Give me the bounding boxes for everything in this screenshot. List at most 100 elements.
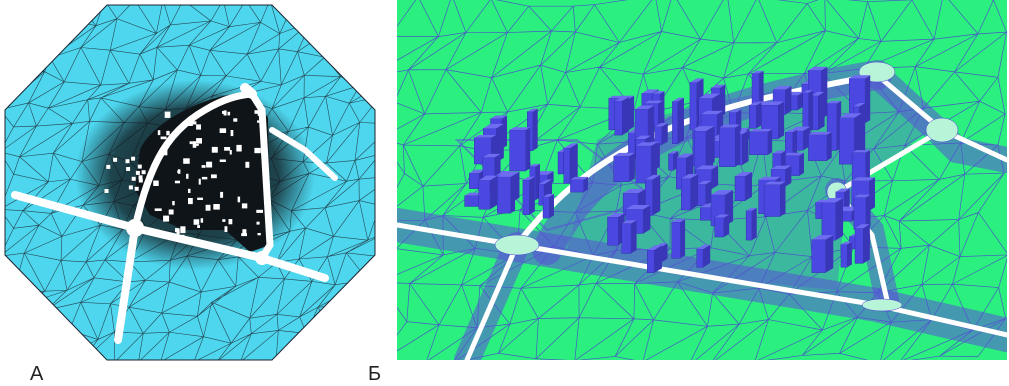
building-footprint [150, 232, 156, 236]
building-footprint [183, 158, 190, 164]
building-footprint [157, 130, 161, 136]
building-footprint [211, 146, 218, 153]
building-footprint [256, 209, 263, 213]
building-footprint [224, 226, 228, 232]
building-footprint [125, 159, 130, 164]
building-footprint [172, 201, 175, 206]
building-block [635, 142, 658, 184]
building-footprint [153, 180, 159, 186]
building-footprint [131, 176, 136, 181]
building-footprint [177, 170, 180, 173]
building-footprint [241, 203, 248, 209]
building-footprint [237, 196, 241, 203]
building-block [563, 143, 578, 184]
building-footprint [205, 204, 211, 211]
panel-b-perspective-view [397, 0, 1007, 360]
building-block [714, 214, 730, 238]
building-footprint [211, 174, 217, 179]
building-block [672, 97, 684, 145]
building-footprint [154, 208, 162, 211]
building-footprint [113, 157, 118, 162]
road-network [11, 83, 338, 344]
building-footprint [180, 226, 186, 234]
building-footprint [160, 136, 167, 140]
building-footprint [256, 221, 260, 225]
building-footprint [168, 209, 174, 215]
building-block [749, 129, 773, 155]
building-block [854, 224, 870, 264]
panel-a-top-view [0, 0, 380, 362]
building-footprint [175, 228, 179, 233]
building-footprint [188, 188, 191, 193]
building-footprint [191, 121, 197, 125]
building-footprint [187, 123, 193, 126]
building-block [647, 245, 663, 273]
building-block [719, 124, 741, 167]
building-footprint [193, 219, 200, 225]
building-footprint [257, 233, 261, 236]
building-footprint [230, 130, 234, 137]
building-block [802, 90, 814, 132]
building-footprint [254, 110, 259, 114]
building-block [734, 171, 752, 202]
building-footprint [163, 148, 168, 156]
building-footprint [257, 120, 264, 123]
building-block [654, 123, 668, 146]
building-footprint [245, 161, 250, 168]
building-block [811, 235, 834, 273]
building-block [808, 131, 832, 161]
building-footprint [193, 143, 199, 146]
building-footprint [182, 234, 185, 237]
building-block [785, 91, 804, 111]
building-block [840, 241, 852, 268]
building-footprint [197, 225, 200, 228]
building-footprint [135, 170, 140, 175]
building-block [694, 126, 714, 175]
building-block [749, 102, 762, 129]
building-footprint [174, 180, 180, 184]
building-footprint [164, 111, 171, 118]
building-block [522, 176, 535, 215]
building-block [621, 220, 637, 254]
building-footprint [106, 164, 111, 169]
building-footprint [131, 156, 136, 161]
building-footprints [104, 110, 264, 237]
building-block [614, 96, 629, 136]
building-block [671, 219, 686, 259]
building-block [853, 194, 871, 230]
mesh-top-view-image [4, 4, 376, 361]
building-footprint [220, 191, 224, 198]
building-footprint [186, 173, 189, 179]
building-footprint [201, 165, 206, 168]
building-block [745, 207, 757, 241]
building-footprint [257, 110, 261, 116]
building-footprint [182, 125, 185, 129]
panel-b-label: Б [368, 363, 382, 385]
building-footprint [229, 150, 232, 155]
building-block [542, 194, 554, 219]
building-block [613, 152, 635, 182]
building-footprint [188, 198, 193, 205]
building-footprint [138, 178, 143, 183]
building-footprint [138, 175, 143, 180]
building-footprint [228, 219, 233, 225]
domain-boundary [4, 4, 376, 361]
building-footprint [197, 197, 203, 200]
building-footprint [196, 138, 202, 144]
panel-a-label: А [30, 363, 44, 385]
building-footprint [223, 110, 227, 116]
mesh-perspective-image [397, 0, 1007, 360]
building-footprint [126, 167, 131, 171]
building-footprint [227, 111, 231, 116]
building-footprint [233, 118, 238, 122]
building-footprint [201, 176, 208, 180]
building-block [696, 244, 711, 268]
building-footprint [196, 124, 201, 130]
building-footprint [198, 178, 201, 185]
building-footprint [219, 128, 227, 133]
building-footprint [241, 233, 247, 237]
building-footprint [222, 111, 225, 114]
building-block [697, 180, 712, 206]
building-footprint [213, 204, 220, 210]
building-block [810, 91, 825, 131]
